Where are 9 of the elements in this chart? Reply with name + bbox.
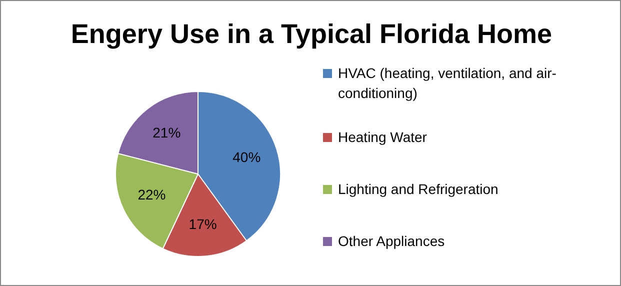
data-label: 17% xyxy=(188,216,217,232)
legend-label: Heating Water xyxy=(338,128,428,147)
legend-label: Other Appliances xyxy=(338,232,446,251)
data-label: 40% xyxy=(232,149,261,166)
legend-label: Lighting and Refrigeration xyxy=(338,180,500,199)
chart-title: Engery Use in a Typical Florida Home xyxy=(70,19,554,50)
data-label: 22% xyxy=(138,186,166,203)
legend-label: HVAC (heating, ventilation, and air-conditioning) xyxy=(338,64,558,103)
data-label: 21% xyxy=(152,124,181,140)
